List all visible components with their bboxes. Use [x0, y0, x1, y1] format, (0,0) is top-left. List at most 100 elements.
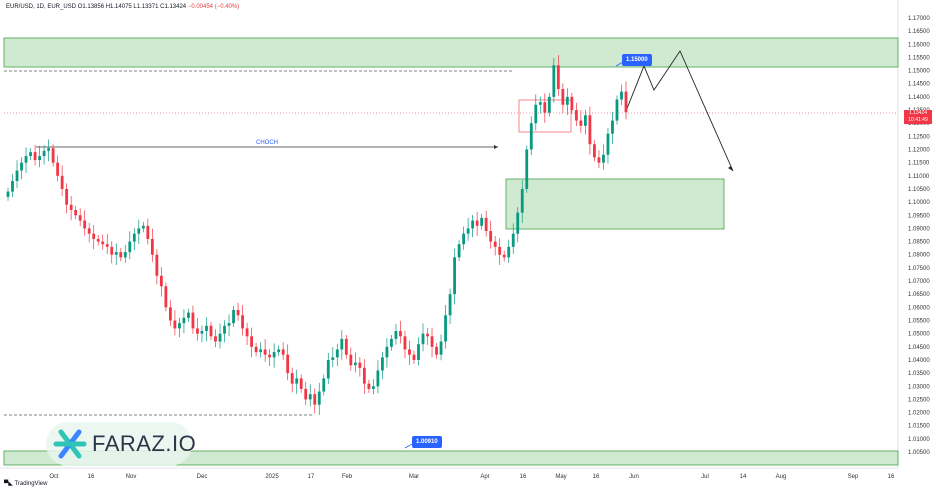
candle-body: [168, 307, 172, 321]
x-tick-label: Feb: [342, 474, 353, 480]
brand-name: FARAZ.IO: [92, 431, 197, 456]
candle-body: [11, 181, 14, 192]
y-tick-label: 1.11000: [908, 174, 930, 180]
candle-body: [96, 238, 100, 242]
tradingview-icon: ▀◣: [4, 481, 15, 487]
candle-body: [394, 331, 398, 339]
badge-pointer: [615, 61, 624, 67]
candle-body: [101, 241, 105, 245]
candle-body: [426, 333, 429, 337]
x-tick-label: May: [555, 474, 566, 480]
candle-body: [362, 367, 366, 384]
candle-body: [439, 341, 443, 355]
candle-body: [245, 328, 249, 337]
candle-body: [308, 394, 312, 400]
candle-body: [196, 328, 199, 334]
y-tick-label: 1.06500: [908, 292, 930, 298]
candle-body: [232, 309, 235, 324]
y-tick-label: 1.07500: [908, 266, 930, 272]
candle-body: [385, 346, 389, 358]
y-tick-label: 1.13000: [908, 121, 930, 127]
candle-body: [51, 148, 55, 163]
candle-body: [588, 115, 592, 145]
x-tick-label: Dec: [197, 474, 208, 480]
candle-body: [137, 228, 141, 234]
candle-body: [110, 246, 114, 255]
candle-body: [150, 238, 154, 255]
candle-body: [584, 115, 587, 126]
candle-body: [299, 378, 303, 389]
candle-body: [507, 246, 511, 258]
candle-body: [250, 336, 253, 347]
y-tick-label: 1.09500: [908, 213, 930, 219]
y-tick-label: 1.01500: [908, 424, 930, 430]
candle-body: [606, 133, 610, 155]
candle-body: [69, 204, 73, 211]
projection-path: [625, 50, 734, 172]
candle-body: [502, 254, 506, 258]
candle-body: [376, 370, 380, 387]
current-price-value: 1.13424: [908, 110, 928, 116]
candle-body: [29, 152, 32, 157]
candle-body: [141, 225, 145, 229]
current-price-tag: 1.13424 10:41:49: [904, 110, 932, 124]
candle-body: [620, 91, 623, 100]
y-tick-label: 1.06000: [908, 305, 930, 311]
y-tick-label: 1.04500: [908, 345, 930, 351]
candle-body: [511, 233, 515, 247]
candle-body: [6, 191, 10, 197]
y-axis: 1.17000 1.16500 1.16000 1.15500 1.15000 1.145…: [908, 16, 930, 456]
candle-body: [574, 110, 578, 121]
y-tick-label: 1.14000: [908, 95, 930, 101]
candle-body: [475, 220, 479, 226]
candle-body: [421, 333, 425, 345]
candle-body: [83, 220, 87, 229]
candle-body: [565, 96, 569, 105]
candle-body: [408, 349, 411, 355]
candle-body: [367, 383, 371, 389]
candle-body: [552, 65, 556, 97]
x-tick-label: Apr: [480, 474, 489, 480]
candle-body: [286, 354, 290, 374]
candle-body: [42, 150, 46, 157]
candle-body: [412, 354, 416, 360]
candle-body: [74, 210, 78, 216]
projection-arrowhead: [728, 166, 733, 171]
candle-body: [87, 228, 91, 234]
x-tick-label: Sep: [848, 474, 859, 480]
y-tick-label: 1.15500: [908, 55, 930, 61]
y-tick-label: 1.16000: [908, 42, 930, 48]
candle-body: [593, 144, 596, 158]
x-tick-label: 14: [740, 474, 747, 480]
candle-body: [547, 96, 551, 113]
candle-body: [173, 320, 177, 329]
y-tick-label: 1.03000: [908, 384, 930, 390]
candle-body: [611, 120, 614, 134]
y-tick-label: 1.10500: [908, 187, 930, 193]
demand-zone: [505, 178, 725, 230]
candle-body: [24, 156, 28, 163]
close-value: C1.13424: [160, 4, 187, 10]
x-tick-label: Jun: [629, 474, 639, 480]
y-tick-label: 1.03500: [908, 371, 930, 377]
candle-body: [317, 391, 321, 405]
candle-body: [349, 354, 353, 366]
candle-body: [538, 102, 542, 105]
open-value: O1.13856: [77, 4, 105, 10]
y-tick-label: 1.04000: [908, 358, 930, 364]
brand-logo-icon: [53, 429, 87, 459]
candle-body: [498, 246, 502, 255]
candle-body: [281, 349, 285, 355]
candle-body: [430, 336, 434, 347]
candle-body: [114, 252, 118, 255]
candle-body: [480, 217, 484, 226]
candle-body: [191, 312, 195, 329]
candle-body: [178, 323, 181, 329]
y-tick-label: 1.00500: [908, 450, 930, 456]
candle-body: [218, 333, 222, 342]
x-tick-label: 2025: [265, 474, 279, 480]
level-badge-low: 1.00910: [412, 436, 442, 448]
candle-body: [223, 325, 226, 334]
x-tick-label: Jul: [701, 474, 709, 480]
